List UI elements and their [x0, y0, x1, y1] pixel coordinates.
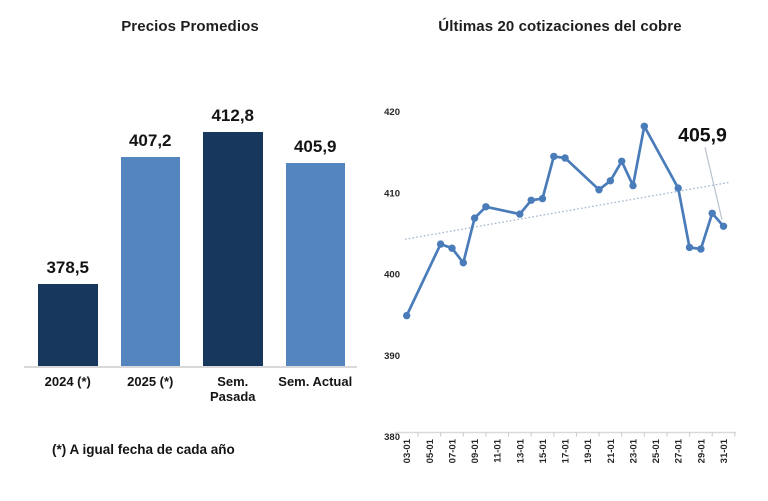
y-axis-label: 410 — [384, 188, 400, 199]
bar-value-label: 412,8 — [211, 105, 255, 125]
data-point — [595, 186, 603, 194]
bar-2 — [120, 156, 180, 366]
data-point — [448, 244, 456, 252]
data-point — [459, 259, 467, 267]
data-point — [561, 154, 569, 162]
data-point — [606, 177, 615, 185]
x-axis-label: 23-01 — [628, 438, 639, 463]
data-point — [685, 243, 694, 252]
x-axis-label: 21-01 — [606, 438, 617, 463]
x-axis-label: 03-01 — [402, 438, 413, 463]
data-point — [470, 214, 479, 222]
data-point — [482, 203, 490, 211]
trendline — [404, 181, 730, 240]
bar-1 — [38, 284, 98, 366]
annotation-label: 405,9 — [678, 125, 727, 147]
x-axis-label: 09-01 — [470, 438, 481, 463]
bar-category-label: Sem. Pasada — [209, 374, 256, 405]
data-point — [629, 181, 637, 190]
data-point — [436, 240, 445, 248]
data-point — [516, 210, 524, 218]
x-axis-label: 29-01 — [696, 438, 707, 463]
x-axis-label: 07-01 — [447, 438, 458, 463]
data-point — [719, 222, 728, 230]
data-point — [527, 196, 535, 204]
x-axis-label: 25-01 — [651, 438, 662, 463]
line-chart-title: Últimas 20 cotizaciones del cobre — [438, 18, 682, 35]
data-point — [640, 122, 648, 130]
bar-3 — [203, 131, 263, 366]
bar-category-label: Sem. Actual — [278, 374, 353, 389]
data-point — [618, 157, 626, 165]
bar-value-label: 378,5 — [46, 258, 90, 277]
bar-4 — [285, 162, 345, 366]
x-axis-label: 05-01 — [425, 438, 436, 463]
x-axis-label: 15-01 — [538, 438, 549, 463]
y-axis-label: 380 — [384, 432, 400, 443]
x-axis-label: 31-01 — [719, 438, 730, 463]
data-point — [697, 245, 705, 253]
y-axis-label: 420 — [384, 107, 400, 118]
x-axis-label: 19-01 — [583, 438, 594, 463]
bar-chart-title: Precios Promedios — [121, 18, 259, 35]
x-axis-label: 27-01 — [674, 438, 685, 463]
bar-category-label: 2024 (*) — [44, 374, 91, 389]
x-axis-label: 13-01 — [515, 438, 526, 463]
y-axis-label: 390 — [384, 351, 400, 362]
bar-value-label: 407,2 — [128, 130, 172, 150]
x-axis-label: 11-01 — [493, 438, 504, 462]
data-point — [538, 194, 547, 203]
annotation-leader-line — [704, 147, 723, 220]
x-axis-label: 17-01 — [561, 438, 572, 463]
data-point — [403, 311, 411, 320]
data-point — [550, 152, 558, 161]
data-point — [674, 184, 682, 192]
bar-chart-footnote: (*) A igual fecha de cada año — [52, 442, 235, 457]
y-axis-label: 400 — [384, 270, 400, 281]
data-point — [708, 209, 716, 217]
bar-category-label: 2025 (*) — [127, 374, 174, 389]
bar-value-label: 405,9 — [293, 136, 337, 156]
bar-chart-baseline — [24, 366, 357, 368]
